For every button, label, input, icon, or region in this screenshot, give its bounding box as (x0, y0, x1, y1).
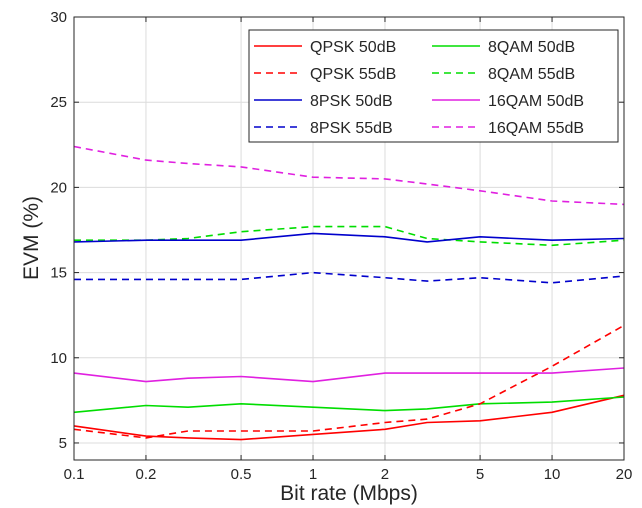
x-tick-label: 5 (476, 466, 484, 483)
y-tick-label: 5 (59, 435, 67, 452)
y-tick-label: 25 (50, 94, 67, 111)
series-line-16qam-55db (73, 145, 625, 206)
legend-label: 16QAM 55dB (488, 120, 584, 137)
y-axis-title: EVM (%) (20, 196, 43, 280)
legend-label: QPSK 50dB (310, 39, 396, 56)
legend-label: 8QAM 50dB (488, 39, 575, 56)
x-tick-label: 10 (544, 466, 561, 483)
x-tick-label: 0.2 (136, 466, 157, 483)
plot-frame (73, 16, 625, 461)
y-tick-label: 15 (50, 265, 67, 282)
x-tick-label: 2 (381, 466, 389, 483)
x-tick-label: 1 (309, 466, 317, 483)
x-tick-label: 20 (616, 466, 633, 483)
y-tick-label: 30 (50, 9, 67, 26)
series-line-qpsk-50db (73, 394, 625, 441)
x-tick-label: 0.5 (231, 466, 252, 483)
y-tick-label: 20 (50, 179, 67, 196)
series-line-8qam-50db (73, 396, 625, 414)
legend-label: 8PSK 55dB (310, 120, 393, 137)
legend-label: 8PSK 50dB (310, 93, 393, 110)
legend: QPSK 50dB 8QAM 50dB QPSK 55dB 8QAM 55dB 8PSK… (248, 29, 619, 143)
legend-label: QPSK 55dB (310, 66, 396, 83)
series-line-qpsk-55db (73, 324, 625, 439)
x-axis-title: Bit rate (Mbps) (280, 482, 418, 505)
legend-box (248, 29, 619, 143)
series-line-16qam-50db (73, 367, 625, 383)
legend-label: 8QAM 55dB (488, 66, 575, 83)
series-line-8psk-50db (73, 232, 625, 243)
y-tick-label: 10 (50, 350, 67, 367)
legend-label: 16QAM 50dB (488, 93, 584, 110)
series-layer (73, 145, 625, 441)
x-tick-label: 0.1 (64, 466, 85, 483)
series-line-8qam-55db (74, 225, 625, 247)
